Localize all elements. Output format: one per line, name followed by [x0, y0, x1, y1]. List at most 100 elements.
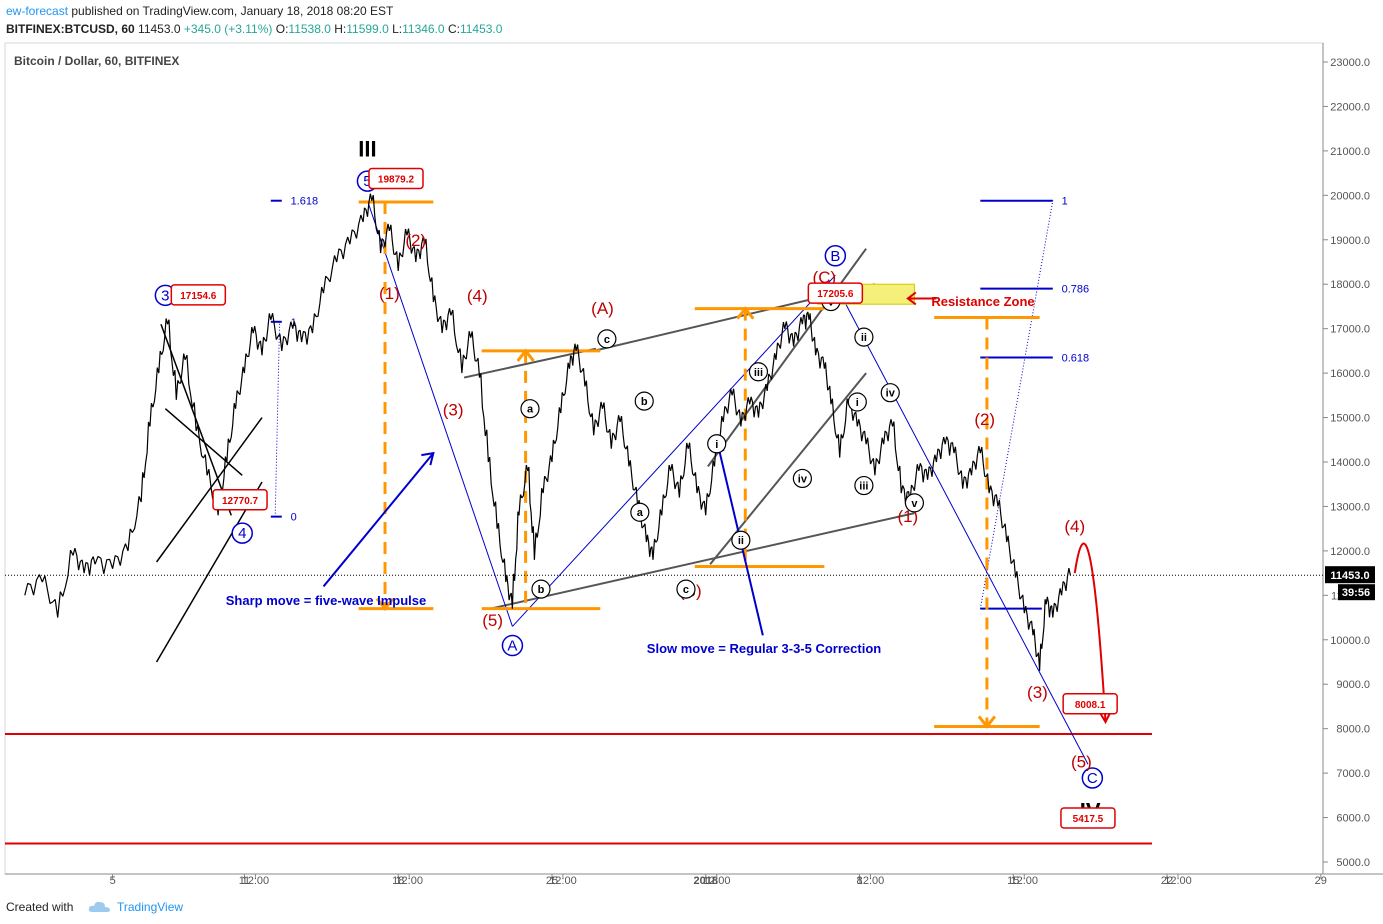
resistance-arrow-head	[906, 291, 917, 306]
wave-circle-small	[630, 502, 650, 522]
price-callout-box	[1060, 807, 1116, 829]
grey-channel-line	[490, 512, 915, 610]
price-callout-box	[807, 282, 864, 304]
x-tick-label: 12:00	[549, 875, 577, 887]
price-callout-text: 12770.7	[222, 496, 259, 507]
wave-label-blue: C	[1087, 770, 1098, 787]
last-value: 11453.0	[138, 22, 181, 36]
x-tick-label: 12:00	[857, 875, 885, 887]
x-tick-label: 22	[1161, 875, 1173, 887]
chart-title: Bitcoin / Dollar, 60, BITFINEX	[14, 54, 179, 68]
impulse-arrow-head	[421, 451, 435, 466]
symbol-name: BITFINEX:BTCUSD, 60	[6, 22, 135, 36]
wave-label-blue: 3	[161, 287, 169, 304]
measure-arrow-head	[375, 597, 395, 612]
footer-bar: Created with TradingView	[0, 894, 1383, 924]
wave-label-red: (2)	[974, 410, 995, 429]
wave-label-small: iv	[886, 388, 896, 400]
tradingview-cloud-icon	[88, 901, 110, 912]
y-tick-label: 20000.0	[1330, 190, 1370, 202]
wave-label-small: iii	[754, 367, 763, 379]
wave-circle-small	[854, 327, 874, 347]
wave-circle-small	[880, 383, 900, 403]
wave-label-small: i	[856, 397, 859, 409]
fib-left-connector	[274, 321, 281, 517]
wave-label-degree: III	[358, 136, 376, 161]
wave-circle-small	[731, 530, 751, 550]
wave-label-red: (2)	[405, 231, 426, 250]
price-callout-box	[170, 284, 227, 306]
measure-arrow-head	[516, 348, 535, 362]
wave-label-red: (5)	[1071, 753, 1092, 772]
wave-circle-blue	[1081, 767, 1104, 789]
wave-circle-small	[748, 362, 769, 382]
wave-label-small: c	[604, 334, 610, 346]
y-tick-label: 23000.0	[1330, 57, 1370, 69]
fib-left-label: 0	[291, 512, 297, 524]
wave-circle-small	[531, 579, 551, 599]
wave-label-small: a	[637, 507, 644, 519]
fib-right-label: 0.786	[1062, 284, 1090, 296]
impulse-annotation-arrow	[322, 452, 435, 588]
x-tick-label: 8	[856, 875, 862, 887]
author-link[interactable]: ew-forecast	[6, 4, 69, 18]
price-callout-text: 19879.2	[378, 174, 415, 185]
price-line	[24, 193, 1071, 671]
created-with-text: Created with	[6, 900, 74, 914]
plot-frame	[4, 42, 1324, 875]
wave-labels: 354ABC(1)(2)(3)(4)(5)(A)(B)(C)(1)(2)(3)(…	[154, 136, 1118, 829]
price-callout-text: 5417.5	[1073, 814, 1104, 825]
wave-circle-small	[634, 391, 654, 411]
wave-label-blue: 5	[363, 173, 371, 190]
wave-circle-small	[676, 579, 696, 599]
tradingview-link[interactable]: TradingView	[117, 900, 184, 914]
wave-circle-small	[854, 475, 874, 496]
wave-label-blue: B	[830, 248, 840, 265]
x-tick-label: 15	[1007, 875, 1019, 887]
x-tick-label: 18	[392, 875, 404, 887]
x-tick-label: 12:00	[1010, 875, 1038, 887]
fib-right-label: 0.618	[1062, 353, 1090, 365]
y-tick-label: 16000.0	[1330, 368, 1370, 380]
impulse-annotation-text: Sharp move = five-wave Impulse	[226, 593, 427, 608]
price-callout-text: 8008.1	[1075, 700, 1106, 711]
low-value: 11346.0	[402, 22, 445, 36]
channel-line	[160, 323, 232, 516]
wave-circle-small	[792, 468, 812, 489]
wave-label-small: i	[715, 439, 718, 451]
x-tick-label: 12:00	[703, 875, 731, 887]
y-tick-label: 6000.0	[1336, 813, 1370, 825]
wave-circle-blue	[231, 522, 253, 544]
y-tick-label: 17000.0	[1330, 324, 1370, 336]
wave-label-blue: A	[507, 638, 517, 655]
price-callout-box	[368, 167, 424, 190]
x-tick-label: 12:00	[395, 875, 423, 887]
last-price-badge-text: 11453.0	[1330, 570, 1369, 582]
publish-line: ew-forecast published on TradingView.com…	[6, 4, 393, 18]
wave-label-small: b	[641, 396, 648, 408]
wave-circle-small	[520, 399, 540, 419]
y-tick-label: 7000.0	[1336, 768, 1370, 780]
channel-line	[164, 408, 243, 476]
wave-circle-small	[597, 329, 617, 349]
wave-label-small: a	[527, 404, 534, 416]
price-chart[interactable]: Bitcoin / Dollar, 60, BITFINEX 5000.0 600…	[0, 38, 1383, 894]
y-tick-label: 13000.0	[1330, 501, 1370, 513]
x-tick-label: 11	[239, 875, 250, 887]
x-tick-label: 2018	[693, 875, 717, 887]
wave-label-small: c	[683, 584, 689, 596]
x-tick-label: 25	[546, 875, 558, 887]
wave-label-red: (1)	[379, 284, 400, 303]
y-tick-label: 8000.0	[1336, 724, 1370, 736]
abc-wave-line	[834, 283, 1089, 765]
y-tick-label: 5000.0	[1336, 857, 1370, 869]
high-value: 11599.0	[346, 22, 389, 36]
resistance-zone-text: Resistance Zone	[931, 294, 1034, 309]
measure-arrow-head	[977, 715, 997, 729]
wave-circle-blue	[501, 634, 524, 657]
wave-label-small: ii	[861, 332, 867, 344]
x-tick-label: 5	[110, 875, 116, 887]
wave-label-red: (3)	[1027, 683, 1048, 702]
change-value: +345.0 (+3.11%)	[183, 22, 273, 36]
